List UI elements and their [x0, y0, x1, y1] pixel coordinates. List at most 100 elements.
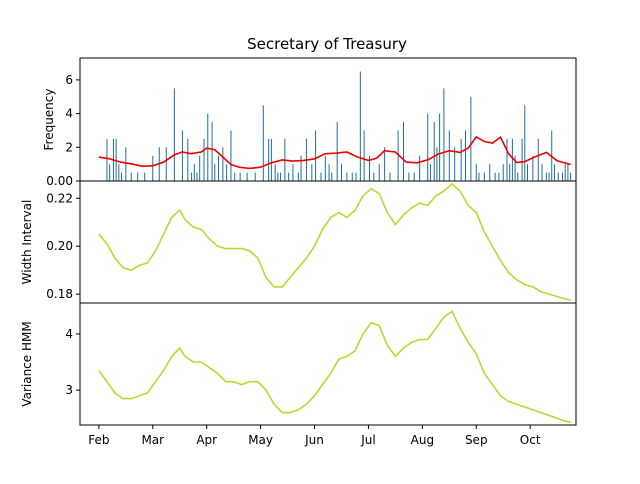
x-tick-label: Mar: [141, 433, 164, 447]
y-tick-label: 4: [65, 107, 73, 121]
bar: [369, 155, 371, 181]
x-tick-label: Apr: [196, 433, 217, 447]
bar: [537, 138, 539, 181]
bar: [311, 164, 313, 181]
bar: [152, 155, 154, 181]
bar: [121, 172, 123, 181]
bar: [548, 172, 550, 181]
axes-frame: [79, 302, 577, 426]
bar: [355, 172, 357, 181]
bar: [277, 172, 279, 181]
bar: [214, 164, 216, 181]
x-tick-label: May: [248, 433, 273, 447]
bar: [521, 138, 523, 181]
bar: [408, 172, 410, 181]
bar: [429, 164, 431, 181]
bar: [106, 138, 108, 181]
bar: [502, 164, 504, 181]
bar: [413, 172, 415, 181]
bar: [300, 155, 302, 181]
bar: [262, 105, 264, 181]
bar: [506, 138, 508, 181]
bar: [254, 172, 256, 181]
bar: [567, 164, 569, 181]
bar: [489, 164, 491, 181]
bar: [475, 164, 477, 181]
bar: [494, 172, 496, 181]
bar: [109, 164, 111, 181]
bar: [517, 172, 519, 181]
bar: [203, 138, 205, 181]
bar: [402, 122, 404, 181]
bar: [118, 164, 120, 181]
axes-frame: [79, 180, 577, 304]
bar: [137, 172, 139, 181]
bar: [351, 172, 353, 181]
bar: [557, 172, 559, 181]
smoothed-frequency-line: [98, 135, 571, 170]
bar: [270, 138, 272, 181]
bar: [553, 164, 555, 181]
y-tick-label: 3: [65, 383, 73, 397]
bar: [288, 172, 290, 181]
bar: [570, 172, 572, 181]
axes-frame: [79, 57, 577, 182]
bar: [239, 172, 241, 181]
bar: [196, 172, 198, 181]
bar: [427, 113, 429, 181]
chart-title: Secretary of Treasury: [247, 35, 407, 53]
bar: [328, 164, 330, 181]
bar: [448, 130, 450, 181]
bar: [230, 130, 232, 181]
bar: [346, 172, 348, 181]
bar: [211, 122, 213, 181]
bar: [181, 130, 183, 181]
bar: [246, 172, 248, 181]
bar: [562, 172, 564, 181]
bar: [226, 164, 228, 181]
bar: [130, 172, 132, 181]
bar: [454, 147, 456, 181]
bar: [218, 155, 220, 181]
bar: [419, 155, 421, 181]
bar: [187, 138, 189, 181]
bar: [115, 138, 117, 181]
bar: [498, 172, 500, 181]
y-tick-label: 0.18: [46, 287, 73, 301]
series-line: [98, 310, 571, 423]
bar: [464, 130, 466, 181]
bar: [324, 155, 326, 181]
bar: [320, 172, 322, 181]
bar: [564, 164, 566, 181]
x-tick-label: Jul: [360, 433, 375, 447]
y-axis-label: Width Interval: [20, 200, 34, 285]
bar: [336, 122, 338, 181]
x-tick-label: Feb: [88, 433, 109, 447]
bar: [363, 130, 365, 181]
y-tick-label: 2: [65, 140, 73, 154]
bar: [292, 164, 294, 181]
bar: [397, 130, 399, 181]
bar: [545, 172, 547, 181]
bar: [470, 96, 472, 181]
y-tick-label: 6: [65, 73, 73, 87]
bar: [207, 113, 209, 181]
bar: [436, 147, 438, 181]
bar: [384, 147, 386, 181]
x-tick-label: Aug: [411, 433, 434, 447]
x-tick-label: Jun: [304, 433, 324, 447]
x-tick-label: Sep: [465, 433, 488, 447]
y-tick-label: 0.22: [46, 191, 73, 205]
bar: [222, 147, 224, 181]
bar: [280, 172, 282, 181]
bar: [331, 172, 333, 181]
bar: [378, 164, 380, 181]
bar: [439, 113, 441, 181]
bar: [443, 88, 445, 181]
bar: [234, 172, 236, 181]
bar: [199, 155, 201, 181]
bar: [509, 164, 511, 181]
bar: [483, 172, 485, 181]
